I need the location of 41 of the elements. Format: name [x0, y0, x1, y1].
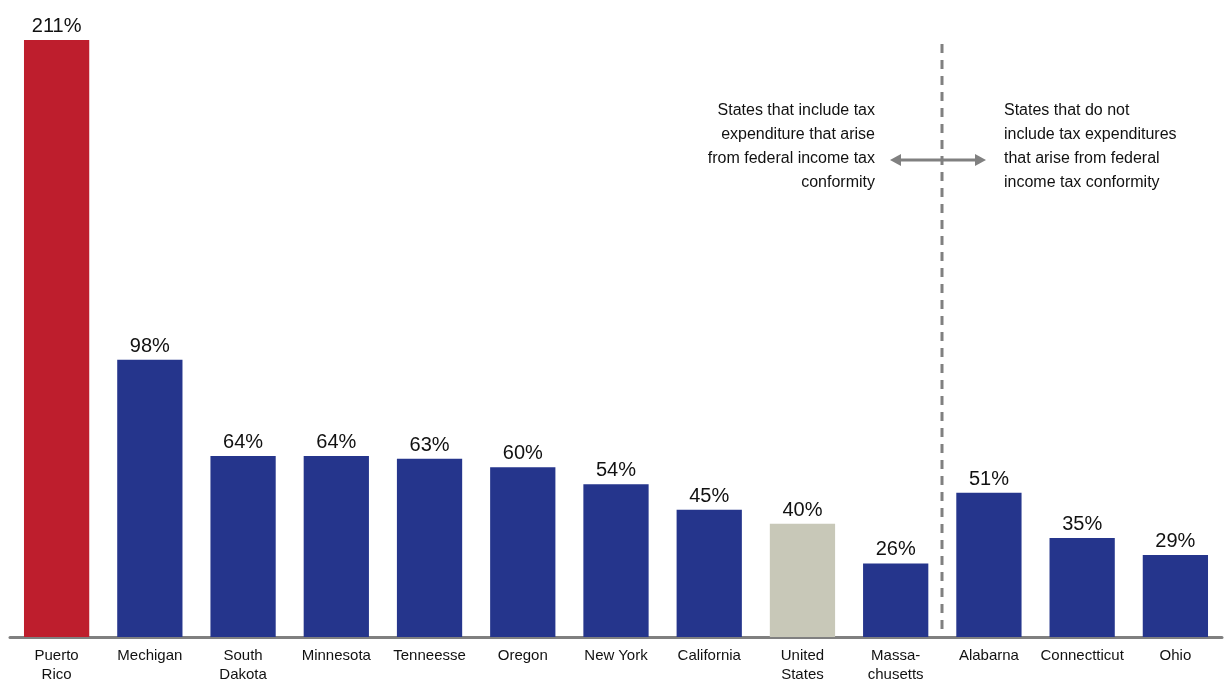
x-tick-label: Massa-chusetts: [867, 646, 924, 682]
data-label: 40%: [782, 497, 823, 520]
bar: [117, 359, 183, 637]
x-tick-label: Alabarna: [958, 646, 1020, 663]
data-label: 54%: [595, 458, 637, 481]
bar: [676, 509, 742, 637]
bar: [956, 492, 1022, 637]
bar: [583, 484, 649, 637]
data-label: 26%: [875, 537, 916, 560]
bar: [490, 467, 556, 637]
data-label: 29%: [1155, 528, 1196, 551]
annotation: States that do not include tax expenditures that arise from federal income tax conformity: [1004, 100, 1178, 192]
data-label: 35%: [1062, 511, 1103, 534]
x-tick-label: Oregon: [497, 646, 548, 663]
bar: [769, 523, 836, 637]
x-tick-label: California: [677, 646, 742, 663]
x-tick-label: Tenneesse: [393, 646, 466, 663]
x-tick-label: Puerto Rico: [34, 646, 79, 682]
x-tick-label: Connectticut: [1040, 646, 1125, 663]
bar: [863, 563, 929, 637]
bar: [210, 455, 276, 637]
x-tick-label: Mechigan: [117, 646, 183, 663]
data-label: 63%: [409, 432, 450, 455]
data-label: 98%: [129, 333, 171, 356]
x-tick-label: New York: [584, 646, 649, 663]
data-label: 51%: [968, 466, 1010, 489]
bar: [23, 40, 90, 637]
annotation: States that include tax expenditure that arise from federal income tax conformity: [706, 100, 875, 192]
bar: [396, 458, 463, 637]
data-label: 45%: [689, 483, 730, 506]
bar: [1049, 537, 1115, 637]
x-tick-label: South Dakota: [219, 646, 268, 682]
data-label: 60%: [502, 441, 543, 464]
data-label: 211%: [31, 14, 82, 36]
x-tick-label: Minnesota: [301, 646, 372, 663]
data-label: 64%: [316, 429, 357, 452]
data-label: 64%: [223, 429, 264, 452]
bar: [1142, 554, 1209, 637]
x-tick-label: United States: [780, 646, 825, 682]
x-tick-label: Ohio: [1159, 646, 1192, 663]
bar: [303, 455, 369, 637]
